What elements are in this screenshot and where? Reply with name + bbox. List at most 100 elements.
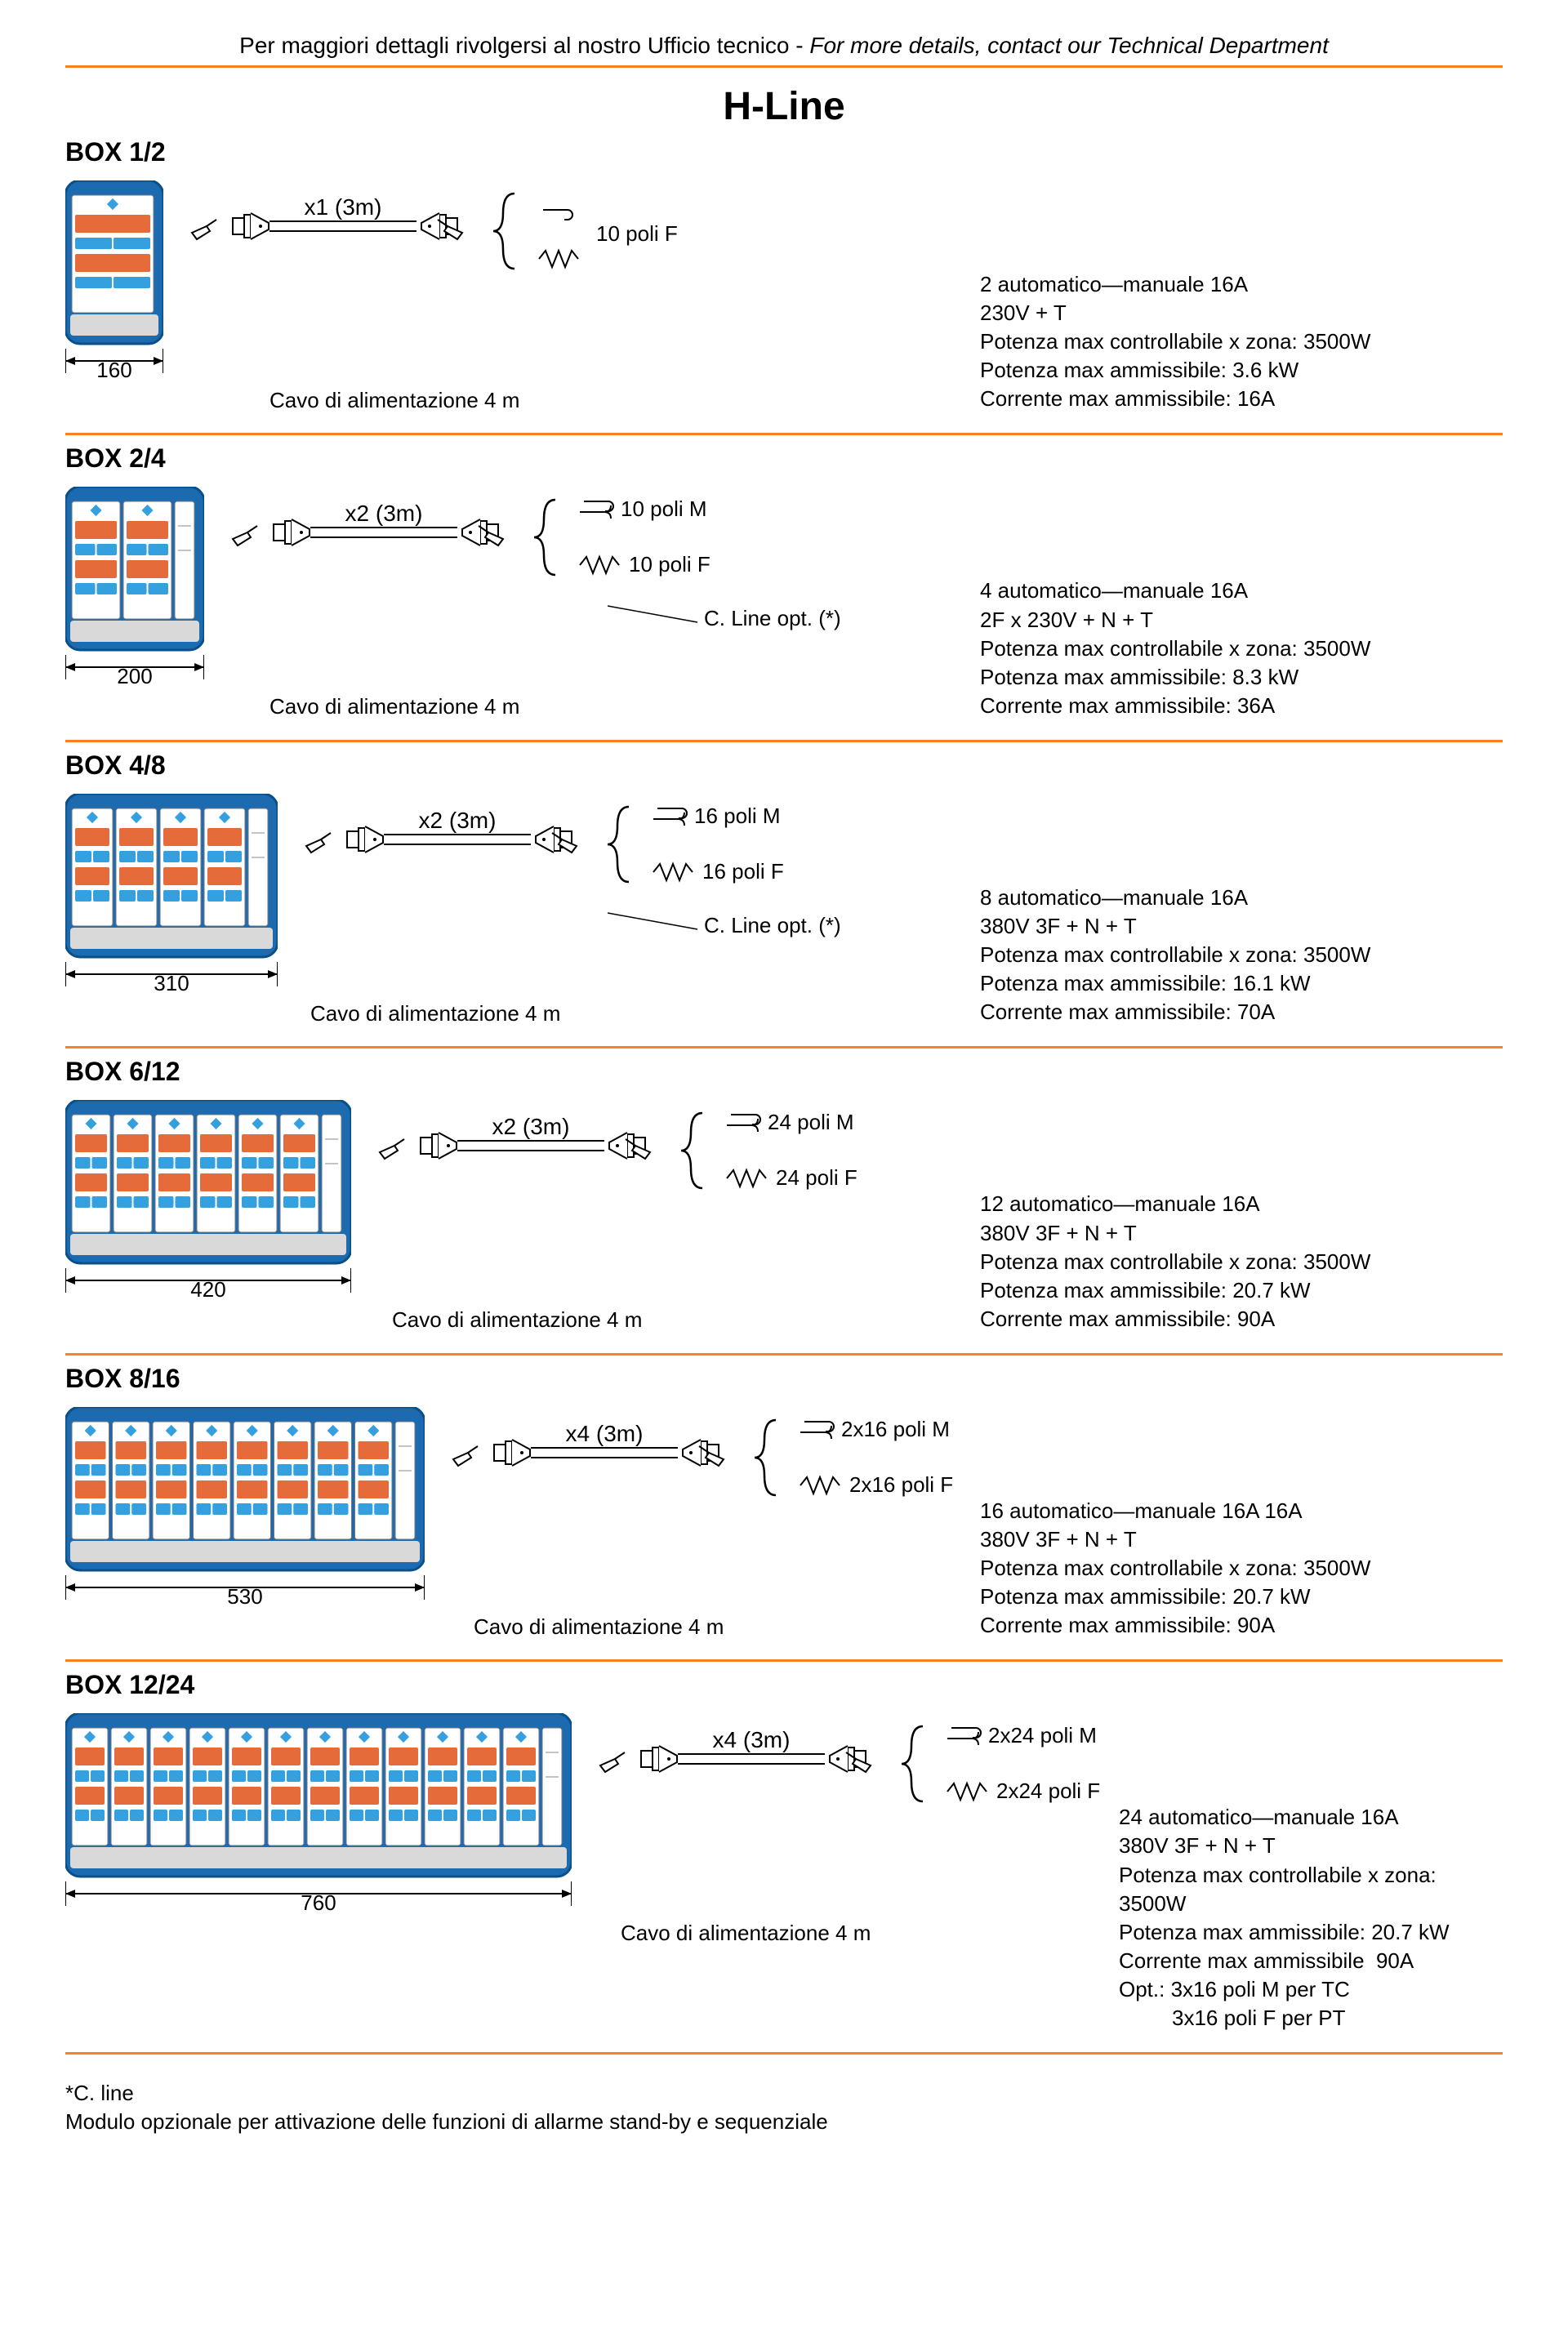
box-2-4-cavo-label: Cavo di alimentazione 4 m	[270, 694, 964, 719]
spec-line: Potenza max ammissibile: 20.7 kW	[1119, 1918, 1503, 1947]
cable-count-label: x2 (3m)	[419, 808, 497, 833]
spec-line: Potenza max controllabile x zona: 3500W	[980, 327, 1503, 356]
poles-f-label: 2x24 poli F	[996, 1779, 1100, 1803]
poles-m-label: 16 poli M	[694, 804, 781, 828]
box-12-24-cavo-label: Cavo di alimentazione 4 m	[621, 1921, 1102, 1946]
box-2-4-row: 200 x2 (3m)	[65, 479, 1503, 736]
box-1-2-specs: 2 automatico—manuale 16A230V + TPotenza …	[964, 180, 1503, 413]
box-4-8-specs: 8 automatico—manuale 16A380V 3F + N + TP…	[964, 794, 1503, 1026]
poles-m-label: 10 poli M	[621, 496, 707, 521]
spec-line: 2 automatico—manuale 16A	[980, 270, 1503, 299]
cline-pointer: C. Line opt. (*)	[608, 905, 853, 937]
box-12-24-diagram-col: 760 x4 (3m)	[65, 1713, 1102, 1946]
cable-schematic: x4 (3m) 2x16 poli M 2x16 poli F	[449, 1412, 956, 1551]
box-6-12-row: 420 x2 (3m)	[65, 1092, 1503, 1349]
box-4-8-title: BOX 4/8	[65, 750, 1503, 781]
hand-pointer-icon	[600, 1752, 625, 1772]
box-8-16-width: 530	[65, 1584, 425, 1610]
cable-schematic: x1 (3m) 10 poli F	[188, 185, 694, 324]
poles-f-label: 24 poli F	[776, 1165, 858, 1190]
brace-icon	[608, 807, 629, 882]
cable-schematic: x4 (3m) 2x24 poli M 2x24 poli F	[596, 1718, 1102, 1857]
box-6-12-diagram-col: 420 x2 (3m)	[65, 1100, 964, 1333]
box-1-2-width: 160	[65, 358, 163, 383]
spec-line: 24 automatico—manuale 16A	[1119, 1803, 1503, 1832]
page-title: H-Line	[65, 84, 1503, 129]
spec-line: 380V 3F + N + T	[980, 912, 1503, 941]
brace-icon	[902, 1726, 923, 1801]
connector-icon	[421, 1133, 457, 1159]
cline-pointer: C. Line opt. (*)	[608, 598, 853, 630]
brace-icon	[755, 1420, 776, 1495]
top-note-en: For more details, contact our Technical …	[809, 33, 1328, 58]
box-12-24-title: BOX 12/24	[65, 1670, 1503, 1700]
device-diagram	[65, 180, 163, 385]
brace-icon	[534, 500, 555, 575]
rule-top	[65, 65, 1503, 68]
box-1-2-title: BOX 1/2	[65, 137, 1503, 167]
spec-line: 4 automatico—manuale 16A	[980, 577, 1503, 605]
box-2-4-diagram-col: 200 x2 (3m)	[65, 487, 964, 719]
device-diagram	[65, 1100, 351, 1304]
device-diagram	[65, 1713, 572, 1917]
spec-line: Potenza max controllabile x zona: 3500W	[980, 634, 1503, 663]
hand-pointer-icon	[306, 833, 331, 853]
box-4-8-width: 310	[65, 971, 278, 996]
connector-icon	[233, 213, 269, 239]
device-diagram	[65, 487, 204, 691]
footnote-title: *C. line	[65, 2079, 1503, 2108]
cline-label: C. Line opt. (*)	[704, 606, 841, 630]
spec-line: 380V 3F + N + T	[1119, 1832, 1503, 1860]
poles-m-label: 2x16 poli M	[841, 1417, 950, 1441]
box-12-24-specs: 24 automatico—manuale 16A380V 3F + N + T…	[1102, 1713, 1503, 2032]
spec-line: 380V 3F + N + T	[980, 1525, 1503, 1554]
cable-schematic: x2 (3m) 24 poli M 24 poli F	[376, 1105, 882, 1244]
spec-line: Corrente max ammissibile: 36A	[980, 692, 1503, 720]
spec-line: Potenza max controllabile x zona: 3500W	[980, 1554, 1503, 1583]
hand-pointer-icon	[380, 1139, 404, 1159]
spec-line: Potenza max controllabile x zona: 3500W	[980, 941, 1503, 969]
box-12-24-row: 760 x4 (3m)	[65, 1705, 1503, 2049]
spec-line: Potenza max ammissibile: 20.7 kW	[980, 1276, 1503, 1305]
cable-count-label: x4 (3m)	[713, 1727, 791, 1752]
box-2-4-width: 200	[65, 664, 204, 689]
spec-line: Potenza max ammissibile: 16.1 kW	[980, 969, 1503, 998]
box-8-16-row: 530 x4 (3m)	[65, 1399, 1503, 1656]
hand-pointer-icon	[233, 526, 257, 545]
cable-count-label: x4 (3m)	[566, 1421, 644, 1446]
spec-line: 12 automatico—manuale 16A	[980, 1190, 1503, 1218]
spec-line: Potenza max controllabile x zona: 3500W	[1119, 1861, 1503, 1918]
spec-line: 2F x 230V + N + T	[980, 606, 1503, 634]
spec-line: 230V + T	[980, 299, 1503, 327]
box-6-12-width: 420	[65, 1277, 351, 1302]
spec-line: Corrente max ammissibile: 90A	[980, 1611, 1503, 1640]
cline-label: C. Line opt. (*)	[704, 913, 841, 937]
box-1-2-row: 160 x1 (3m)	[65, 172, 1503, 430]
box-12-24-width: 760	[65, 1890, 572, 1916]
footnote: *C. line Modulo opzionale per attivazion…	[65, 2079, 1503, 2136]
device-diagram	[65, 794, 278, 998]
footnote-body: Modulo opzionale per attivazione delle f…	[65, 2108, 1503, 2136]
rule-3	[65, 1353, 1503, 1356]
box-4-8-row: 310 x2 (3m)	[65, 786, 1503, 1043]
rule-5	[65, 2052, 1503, 2055]
connector-icon	[274, 519, 310, 545]
rule-4	[65, 1659, 1503, 1662]
cable-count-label: x1 (3m)	[305, 194, 382, 220]
box-1-2-cavo-label: Cavo di alimentazione 4 m	[270, 388, 964, 413]
brace-icon	[493, 194, 514, 269]
poles-f-label: 16 poli F	[702, 859, 784, 884]
box-4-8-cavo-label: Cavo di alimentazione 4 m	[310, 1001, 964, 1026]
poles-f-label: 2x16 poli F	[849, 1472, 953, 1497]
box-8-16-specs: 16 automatico—manuale 16A 16A380V 3F + N…	[964, 1407, 1503, 1640]
box-1-2-diagram-col: 160 x1 (3m)	[65, 180, 964, 413]
connector-icon	[641, 1746, 677, 1772]
spec-line: 380V 3F + N + T	[980, 1219, 1503, 1248]
spec-line: Potenza max controllabile x zona: 3500W	[980, 1248, 1503, 1276]
spec-line: Corrente max ammissibile 90A	[1119, 1947, 1503, 1975]
hand-pointer-icon	[192, 220, 216, 239]
connector-icon	[347, 826, 383, 853]
spec-line: 3x16 poli F per PT	[1119, 2004, 1503, 2032]
rule-0	[65, 433, 1503, 435]
spec-line: 8 automatico—manuale 16A	[980, 884, 1503, 912]
